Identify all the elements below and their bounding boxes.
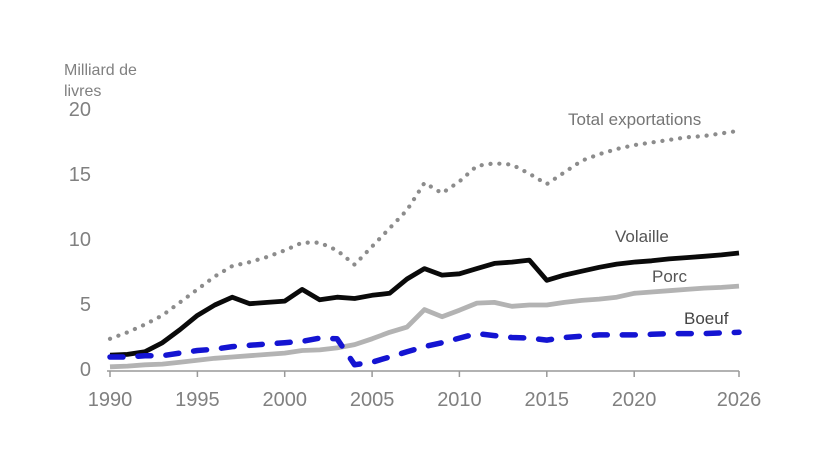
x-axis: [107, 370, 740, 377]
y-axis-unit-label: Milliard de livres: [64, 60, 137, 102]
x-tick-label-2015: 2015: [524, 389, 570, 411]
y-tick-label-10: 10: [68, 229, 91, 251]
x-tick-label-2026: 2026: [716, 389, 762, 411]
boeuf-line: [107, 329, 742, 368]
boeuf-label: Boeuf: [684, 309, 729, 328]
x-tick-label-2010: 2010: [437, 389, 482, 411]
total-exportations-label: Total exportations: [568, 110, 702, 129]
x-tick-label-2020: 2020: [611, 389, 657, 411]
volaille-label: Volaille: [615, 227, 669, 246]
porc-line: [109, 283, 740, 370]
x-tick-label-2000: 2000: [262, 389, 307, 411]
y-axis-unit-line2: livres: [64, 83, 102, 100]
y-tick-label-20: 20: [68, 99, 91, 121]
volaille-line: [109, 250, 740, 358]
total-exportations-line: [107, 128, 742, 341]
x-tick-label-1990: 1990: [87, 389, 133, 411]
y-axis-unit-line1: Milliard de: [64, 62, 137, 79]
porc-label: Porc: [652, 267, 687, 286]
x-tick-label-1995: 1995: [175, 389, 220, 411]
y-tick-label-15: 15: [68, 164, 91, 186]
y-tick-label-5: 5: [79, 294, 91, 316]
y-tick-label-0: 0: [79, 359, 91, 381]
x-tick-label-2005: 2005: [349, 389, 395, 411]
